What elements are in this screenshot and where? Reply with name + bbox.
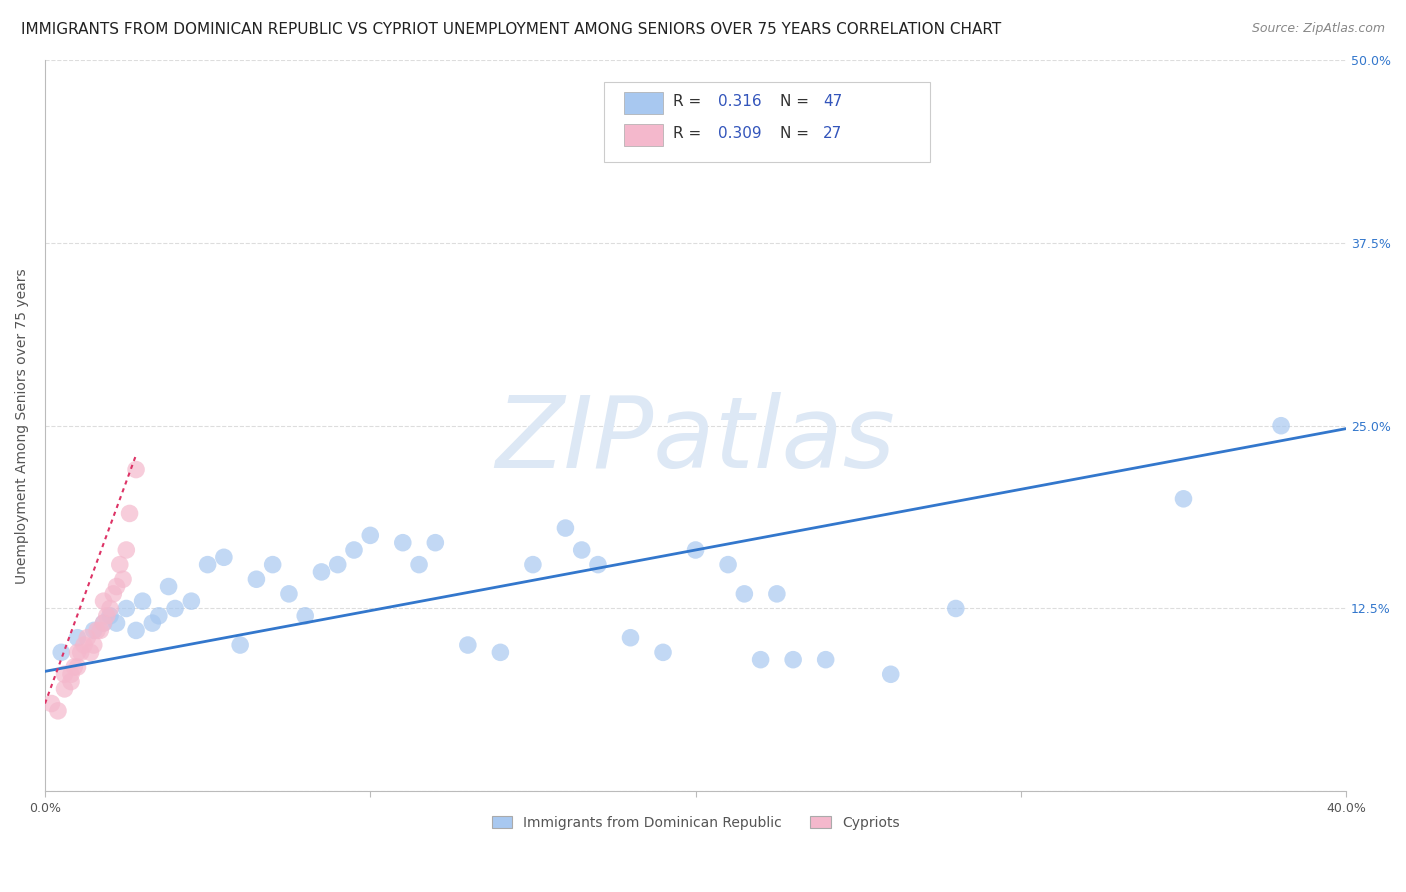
Point [66,660,89,674]
Point [782,653,804,667]
Text: IMMIGRANTS FROM DOMINICAN REPUBLIC VS CYPRIOT UNEMPLOYMENT AMONG SENIORS OVER 75: IMMIGRANTS FROM DOMINICAN REPUBLIC VS CY… [21,22,1001,37]
Point [105,580,128,594]
Point [489,645,512,659]
Text: N =: N = [780,127,814,142]
Point [53,667,76,681]
Point [93,594,115,608]
Point [41,697,63,711]
Point [717,558,740,572]
Point [245,572,267,586]
Point [278,587,301,601]
Point [391,535,413,549]
Point [96,608,118,623]
Point [66,645,89,659]
Text: 27: 27 [823,127,842,142]
Legend: Immigrants from Dominican Republic, Cypriots: Immigrants from Dominican Republic, Cypr… [486,811,905,836]
Point [76,631,98,645]
Point [108,558,131,572]
Point [51,645,73,659]
Point [125,462,148,476]
Point [86,624,108,638]
Text: R =: R = [673,95,707,110]
Point [1173,491,1195,506]
Text: 0.309: 0.309 [717,127,761,142]
Point [425,535,447,549]
Point [59,674,82,689]
Point [733,587,755,601]
Point [93,616,115,631]
Text: N =: N = [780,95,814,110]
Point [880,667,903,681]
Point [66,631,89,645]
Point [457,638,479,652]
Point [46,704,69,718]
Point [103,587,125,601]
FancyBboxPatch shape [605,82,929,162]
Point [83,638,105,652]
Y-axis label: Unemployment Among Seniors over 75 years: Unemployment Among Seniors over 75 years [15,268,30,583]
Point [685,543,707,558]
Point [571,543,593,558]
Point [89,624,111,638]
Point [165,601,187,615]
Point [157,580,180,594]
Point [1270,418,1292,433]
Text: R =: R = [673,127,707,142]
Text: 0.316: 0.316 [717,95,761,110]
FancyBboxPatch shape [624,124,664,145]
Point [586,558,609,572]
Point [93,616,115,631]
Point [619,631,641,645]
Point [522,558,544,572]
Point [98,608,121,623]
Point [69,645,91,659]
Point [311,565,333,579]
Point [63,660,86,674]
Point [112,572,135,586]
Point [148,608,170,623]
Point [115,543,138,558]
Point [141,616,163,631]
Text: 47: 47 [823,95,842,110]
Point [326,558,349,572]
Point [79,645,101,659]
Point [73,638,96,652]
Point [749,653,772,667]
Point [115,601,138,615]
Point [652,645,675,659]
Point [131,594,153,608]
FancyBboxPatch shape [624,92,664,113]
Point [359,528,381,542]
Point [212,550,235,565]
Point [83,624,105,638]
Point [125,624,148,638]
Point [343,543,366,558]
Point [945,601,967,615]
Point [59,667,82,681]
Point [262,558,284,572]
Point [766,587,789,601]
Point [554,521,576,535]
Text: ZIPatlas: ZIPatlas [496,392,896,489]
Point [814,653,837,667]
Point [197,558,219,572]
Point [118,507,141,521]
Point [53,681,76,696]
Point [408,558,430,572]
Point [229,638,252,652]
Point [180,594,202,608]
Point [105,616,128,631]
Text: Source: ZipAtlas.com: Source: ZipAtlas.com [1251,22,1385,36]
Point [98,601,121,615]
Point [294,608,316,623]
